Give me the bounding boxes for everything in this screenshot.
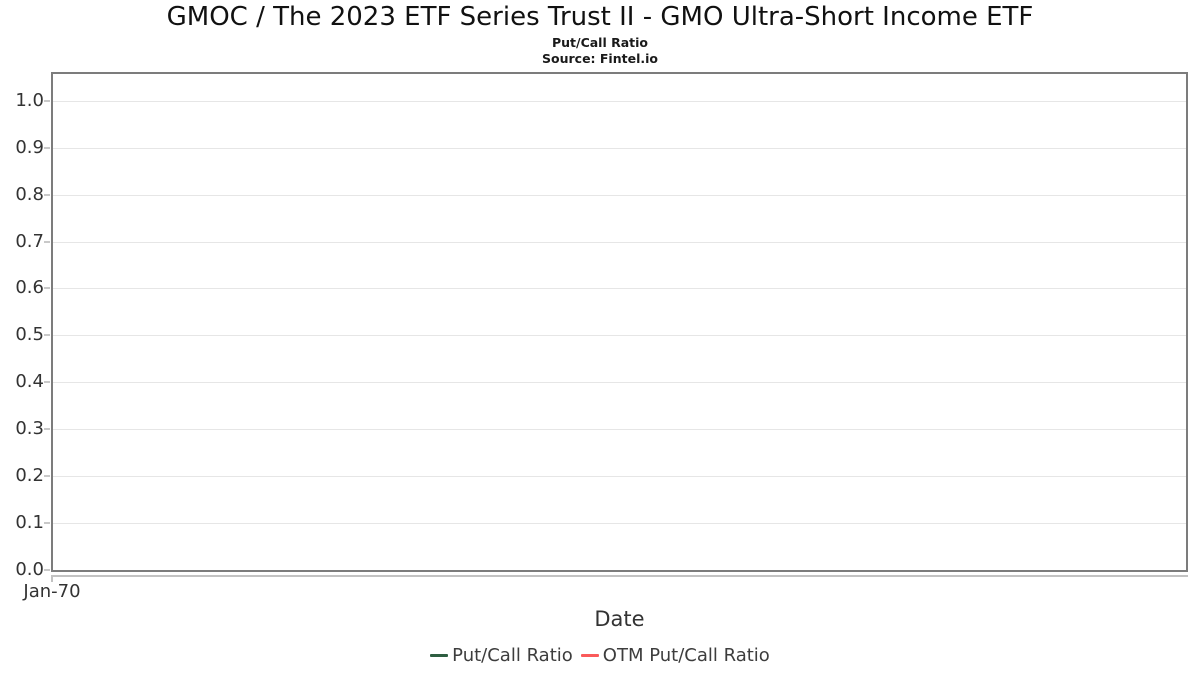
y-axis-tick-mark — [44, 334, 50, 337]
y-axis-tick-label: 0.0 — [15, 559, 44, 580]
y-axis-tick-label: 0.7 — [15, 230, 44, 252]
y-axis-tick-mark — [44, 569, 50, 571]
y-axis-tick-mark — [44, 522, 50, 525]
y-gridline — [53, 194, 1186, 196]
y-axis-tick-mark — [44, 381, 50, 384]
y-axis-tick-mark — [44, 99, 50, 102]
chart-subtitle: Put/Call Ratio — [551, 35, 649, 50]
y-axis-tick-mark — [44, 428, 50, 431]
y-axis-tick-label: 0.4 — [15, 371, 44, 393]
y-axis-tick-mark — [44, 193, 50, 196]
y-axis-tick-label: 0.9 — [15, 136, 44, 158]
y-axis-tick-label: 0.3 — [15, 418, 44, 440]
y-axis-tick-mark — [44, 287, 50, 290]
y-axis-tick-label: 0.1 — [15, 512, 44, 534]
y-axis-tick-label: 0.6 — [15, 277, 44, 299]
y-gridline — [53, 429, 1186, 431]
legend-item[interactable]: Put/Call Ratio — [430, 645, 573, 666]
x-axis-title: Date — [594, 607, 645, 631]
y-axis-tick-label: 0.2 — [15, 465, 44, 487]
legend-line-swatch-icon — [580, 654, 599, 657]
y-axis-tick-label: 1.0 — [15, 89, 44, 111]
chart-legend: Put/Call Ratio OTM Put/Call Ratio — [0, 645, 1200, 666]
chart-title: GMOC / The 2023 ETF Series Trust II - GM… — [166, 2, 1034, 32]
y-gridline — [53, 288, 1186, 290]
y-gridline — [53, 523, 1186, 525]
y-axis-tick-mark — [44, 240, 50, 243]
x-axis-tick-mark — [51, 575, 53, 582]
y-gridline — [53, 335, 1186, 337]
y-gridline — [53, 100, 1186, 102]
y-gridline — [53, 476, 1186, 478]
y-axis-tick-label: 0.8 — [15, 183, 44, 205]
y-axis-tick-label: 0.5 — [15, 324, 44, 346]
y-gridline — [53, 241, 1186, 243]
plot-area — [51, 72, 1188, 572]
x-axis-tick-label: Jan-70 — [23, 581, 81, 602]
y-gridline — [53, 147, 1186, 149]
legend-label: Put/Call Ratio — [452, 645, 573, 666]
legend-label: OTM Put/Call Ratio — [602, 645, 770, 666]
x-axis-line — [51, 575, 1188, 577]
y-gridline — [53, 382, 1186, 384]
y-axis-tick-mark — [44, 475, 50, 478]
legend-line-swatch-icon — [430, 654, 449, 657]
legend-item[interactable]: OTM Put/Call Ratio — [580, 645, 770, 666]
y-axis-tick-mark — [44, 146, 50, 149]
chart-source-credit: Source: Fintel.io — [542, 51, 658, 66]
